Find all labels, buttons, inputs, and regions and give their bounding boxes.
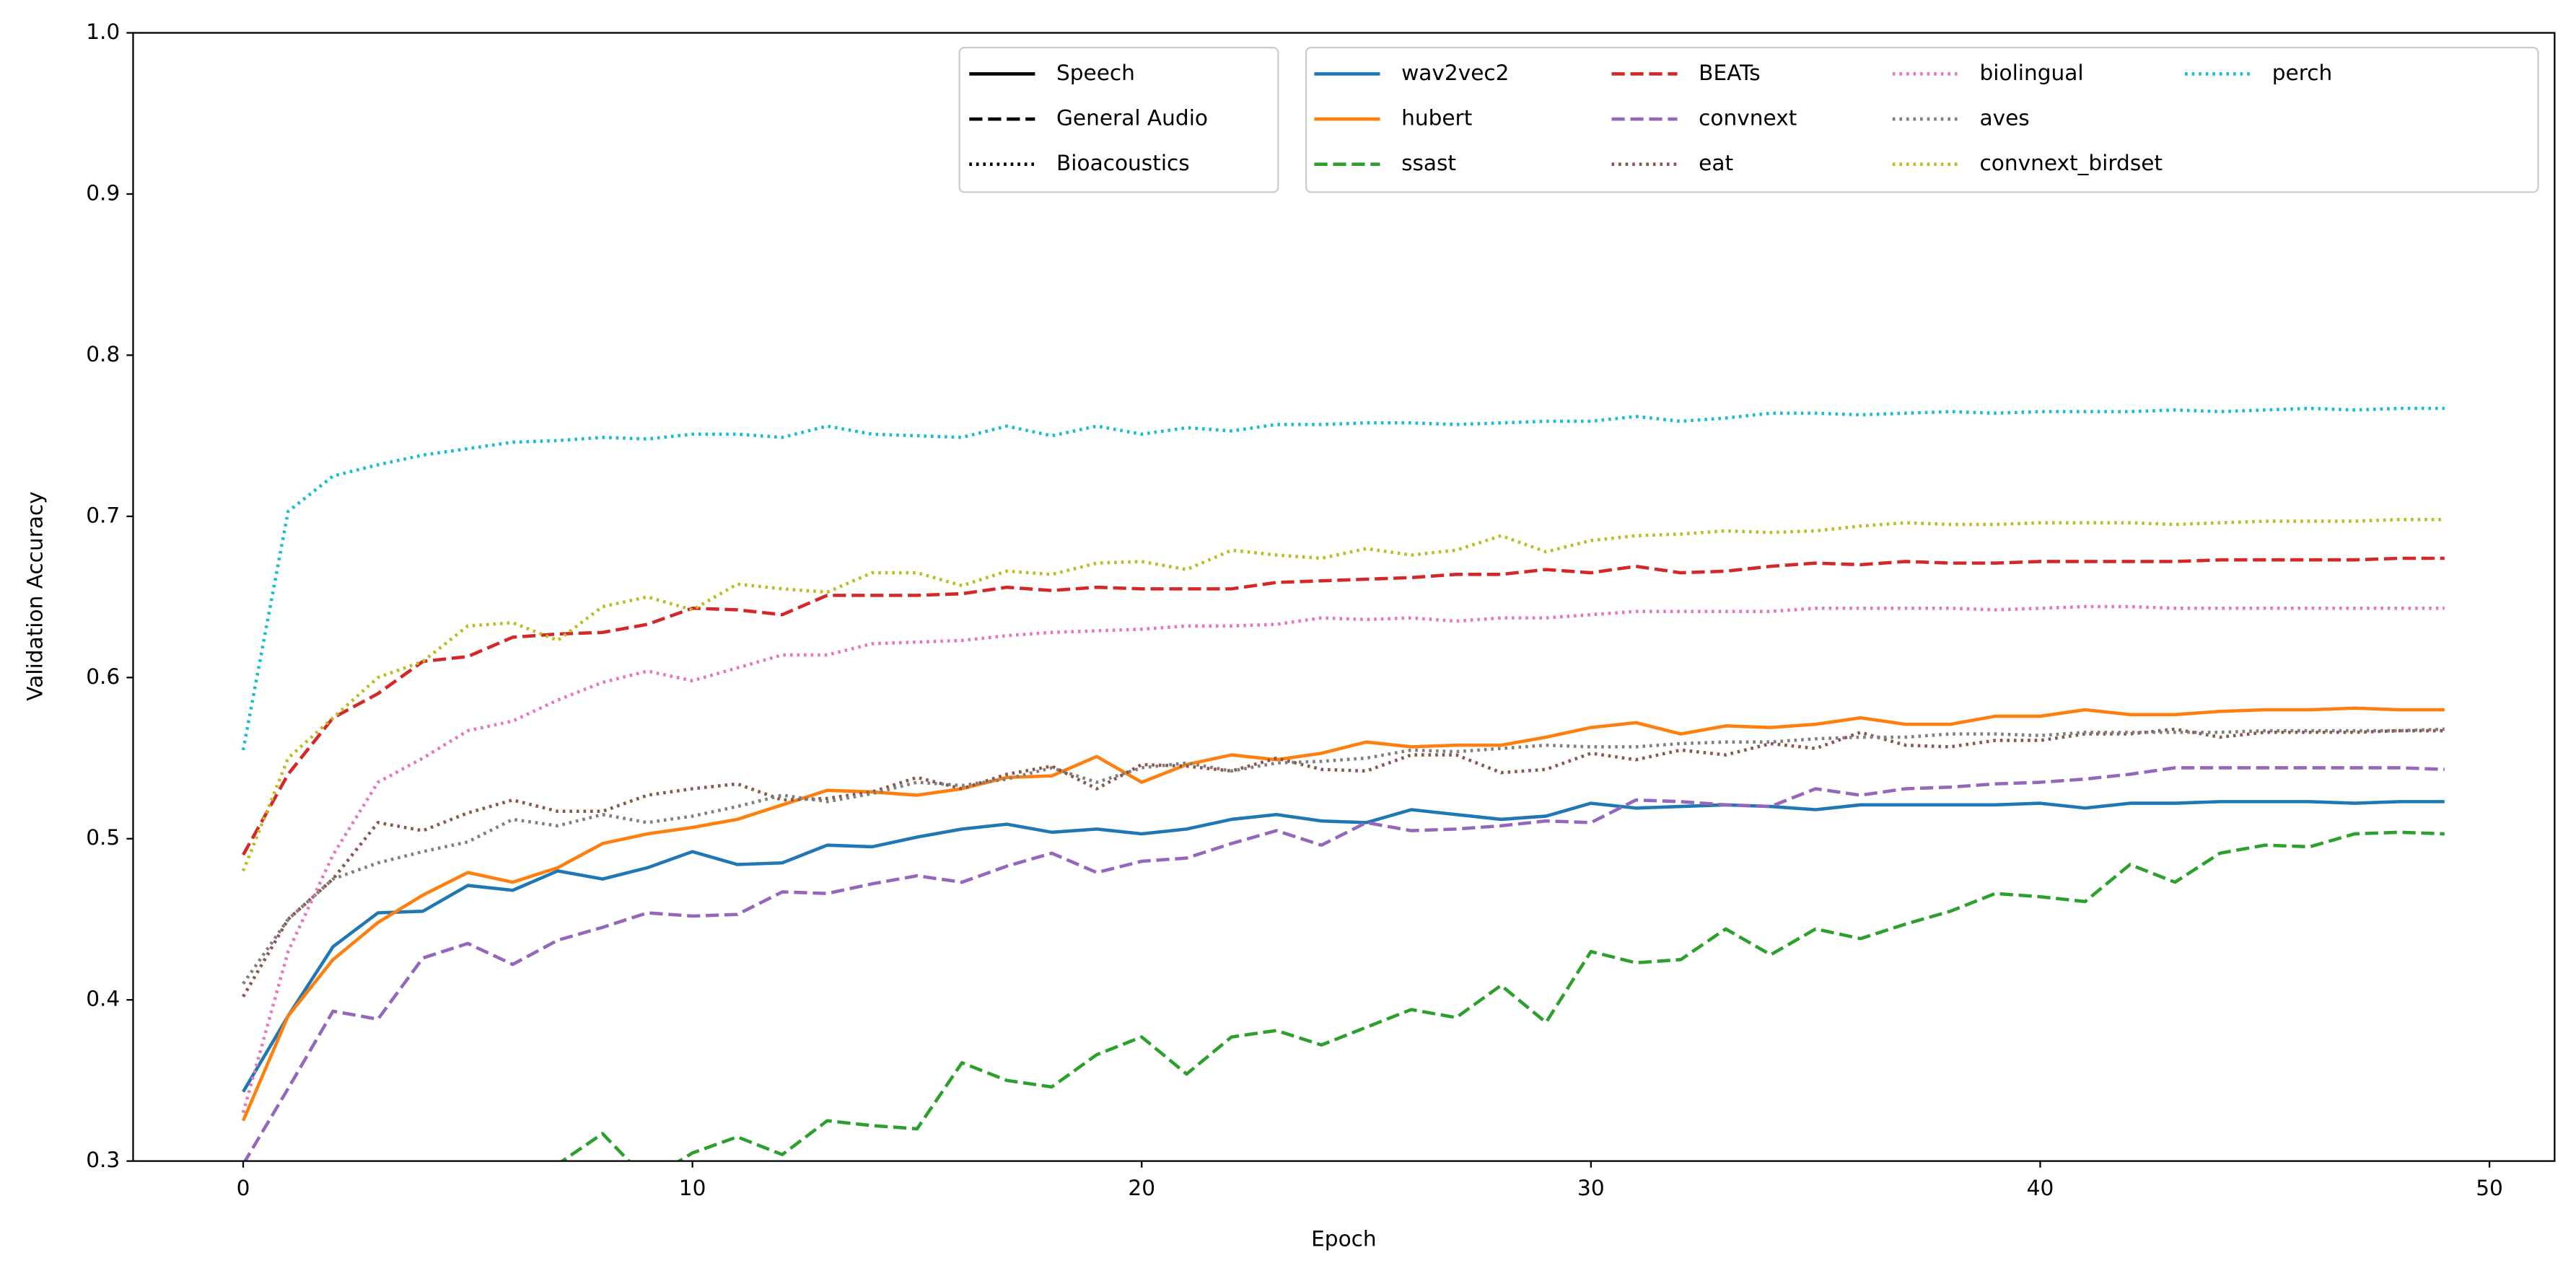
axes-frame — [132, 32, 2556, 1162]
y-tick-label: 0.8 — [86, 342, 120, 366]
y-tick-label: 0.3 — [86, 1148, 120, 1172]
legend-label: perch — [2272, 61, 2332, 85]
legend-label: hubert — [1401, 106, 1472, 131]
legend-label: BEATs — [1699, 61, 1761, 85]
legend-label: eat — [1699, 151, 1733, 175]
y-axis-label: Validation Accuracy — [23, 491, 48, 701]
x-tick-label: 50 — [2476, 1176, 2503, 1200]
series-line — [242, 727, 2445, 998]
legend-label: aves — [1979, 106, 2029, 131]
y-tick-label: 0.5 — [86, 825, 120, 850]
style-legend-box — [958, 46, 1279, 193]
legend-label: biolingual — [1979, 61, 2083, 85]
legend-label: ssast — [1401, 151, 1456, 175]
y-tick-label: 1.0 — [86, 19, 120, 44]
legend-label: Bioacoustics — [1056, 151, 1190, 175]
y-tick-label: 0.4 — [86, 987, 120, 1011]
y-tick-label: 0.7 — [86, 503, 120, 527]
x-tick-label: 40 — [2027, 1176, 2054, 1200]
x-tick-label: 30 — [1577, 1176, 1605, 1200]
plot-area — [241, 406, 2445, 1161]
series-line — [559, 830, 2445, 1161]
legend-label: wav2vec2 — [1401, 61, 1509, 85]
legend-label: General Audio — [1056, 106, 1208, 131]
series-line — [243, 766, 2445, 1161]
x-axis-label: Epoch — [1311, 1226, 1377, 1251]
series-line — [241, 604, 2445, 1114]
x-tick-label: 20 — [1128, 1176, 1155, 1200]
y-tick-label: 0.9 — [86, 180, 120, 205]
series-line — [242, 727, 2445, 985]
series-line — [242, 800, 2445, 1093]
x-tick-label: 10 — [679, 1176, 706, 1200]
y-tick-label: 0.6 — [86, 664, 120, 689]
x-tick-label: 0 — [237, 1176, 250, 1200]
legend-label: Speech — [1056, 61, 1135, 85]
legend-label: convnext_birdset — [1979, 151, 2163, 175]
legend-label: convnext — [1699, 106, 1797, 131]
series-line — [241, 406, 2445, 751]
series-line — [241, 706, 2445, 1122]
series-line — [241, 518, 2445, 872]
series-line — [242, 556, 2445, 856]
